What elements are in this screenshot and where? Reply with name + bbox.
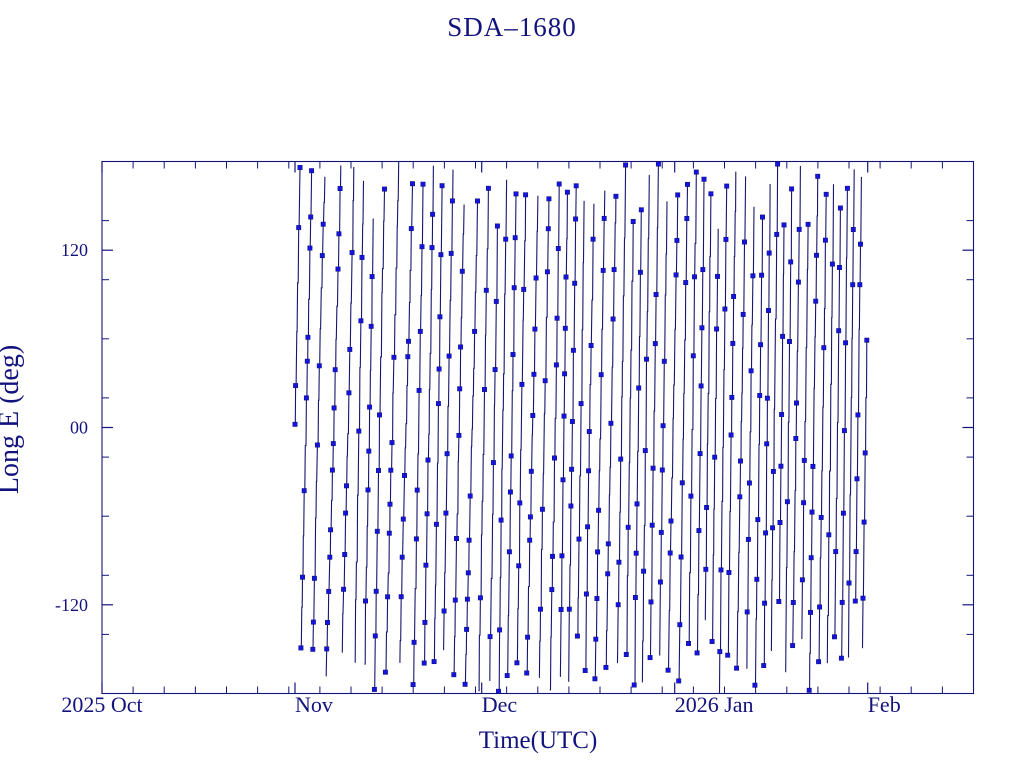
svg-text:-120: -120 <box>55 595 88 615</box>
svg-text:Dec: Dec <box>482 692 518 717</box>
svg-text:Time(UTC): Time(UTC) <box>479 727 598 754</box>
svg-text:00: 00 <box>70 418 88 438</box>
svg-text:Feb: Feb <box>868 692 901 717</box>
svg-text:Long E (deg): Long E (deg) <box>0 345 25 494</box>
svg-text:120: 120 <box>61 240 88 260</box>
svg-text:2026 Jan: 2026 Jan <box>675 692 754 717</box>
svg-text:2025 Oct: 2025 Oct <box>61 692 142 717</box>
svg-text:Nov: Nov <box>295 692 333 717</box>
